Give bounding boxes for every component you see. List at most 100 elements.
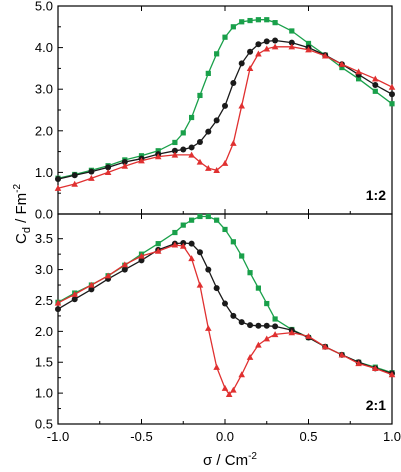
- data-point-square: [180, 222, 186, 228]
- data-point-triangle: [104, 169, 112, 176]
- data-point-square: [264, 17, 270, 23]
- data-point-square: [214, 51, 220, 57]
- data-point-circle: [138, 257, 145, 264]
- data-point-triangle: [196, 158, 204, 165]
- data-point-circle: [255, 41, 262, 48]
- data-point-triangle: [196, 281, 204, 288]
- data-point-triangle: [305, 46, 312, 53]
- data-point-circle: [188, 240, 195, 247]
- y-tick-label: 0.0: [35, 207, 53, 222]
- data-point-circle: [71, 296, 78, 303]
- panel-label: 1:2: [366, 187, 386, 203]
- data-point-triangle: [225, 391, 233, 397]
- data-point-triangle: [205, 324, 212, 331]
- data-point-circle: [205, 266, 212, 273]
- plot-frame: [57, 213, 393, 425]
- data-point-triangle: [213, 167, 220, 173]
- y-tick-label: 3.5: [35, 231, 53, 246]
- data-point-triangle: [138, 157, 145, 164]
- data-point-triangle: [54, 299, 62, 306]
- series-line: [57, 215, 393, 374]
- data-point-triangle: [213, 363, 220, 370]
- data-point-square: [356, 76, 362, 82]
- data-point-circle: [230, 79, 237, 86]
- data-point-triangle: [271, 331, 279, 338]
- data-point-circle: [88, 286, 95, 293]
- x-tick-label: 0.5: [299, 429, 317, 444]
- data-point-square: [255, 285, 261, 291]
- data-point-circle: [263, 38, 270, 45]
- data-point-triangle: [179, 242, 187, 249]
- data-point-triangle: [355, 68, 362, 75]
- data-point-circle: [288, 39, 295, 46]
- data-point-triangle: [271, 43, 279, 50]
- panel-label: 2:1: [366, 397, 386, 413]
- y-tick-label: 0.5: [35, 417, 53, 432]
- data-point-square: [214, 217, 220, 223]
- data-point-square: [272, 316, 278, 322]
- data-point-circle: [105, 164, 112, 171]
- y-tick-label: 1.0: [35, 386, 53, 401]
- data-point-square: [339, 64, 345, 71]
- y-tick-label: 4.0: [35, 40, 53, 55]
- data-point-triangle: [238, 371, 245, 378]
- data-point-square: [222, 34, 228, 40]
- data-point-triangle: [388, 83, 396, 90]
- data-point-triangle: [171, 241, 179, 248]
- y-tick-label: 2.0: [35, 123, 53, 138]
- data-point-circle: [372, 82, 379, 89]
- data-point-triangle: [154, 153, 162, 160]
- data-point-square: [247, 17, 253, 24]
- data-point-triangle: [255, 341, 262, 348]
- data-point-circle: [171, 147, 178, 154]
- data-point-square: [239, 253, 245, 259]
- data-point-triangle: [121, 261, 129, 268]
- data-point-triangle: [221, 384, 229, 391]
- data-point-circle: [205, 128, 212, 135]
- data-point-square: [255, 17, 261, 23]
- data-point-triangle: [221, 159, 229, 166]
- data-point-square: [197, 92, 203, 99]
- panel-top: 0.0 1.0 2.0 3.0 4.0 5.0 1:2: [35, 0, 396, 222]
- data-point-circle: [255, 322, 262, 329]
- data-point-triangle: [121, 162, 129, 169]
- series-line: [57, 19, 393, 179]
- data-point-square: [372, 88, 378, 94]
- data-point-triangle: [255, 50, 262, 57]
- data-point-triangle: [188, 255, 195, 262]
- data-point-triangle: [263, 45, 271, 52]
- data-point-triangle: [338, 60, 346, 67]
- series-line: [57, 46, 393, 189]
- data-point-square: [189, 114, 195, 121]
- data-point-triangle: [246, 65, 254, 72]
- data-point-circle: [213, 117, 220, 124]
- data-point-triangle: [388, 371, 396, 378]
- data-point-square: [264, 300, 270, 307]
- data-point-circle: [238, 60, 245, 67]
- data-point-square: [389, 101, 395, 107]
- y-tick-label: 5.0: [35, 0, 53, 14]
- data-point-triangle: [321, 343, 329, 350]
- data-point-triangle: [88, 174, 95, 181]
- data-point-circle: [196, 249, 203, 256]
- data-point-square: [205, 213, 211, 220]
- data-point-triangle: [230, 139, 237, 146]
- data-point-triangle: [263, 335, 271, 342]
- data-point-circle: [247, 48, 254, 55]
- data-point-circle: [389, 91, 395, 98]
- data-point-square: [172, 139, 178, 146]
- data-point-square: [230, 239, 236, 245]
- data-point-square: [172, 229, 178, 236]
- data-point-triangle: [138, 252, 145, 259]
- data-point-square: [155, 241, 161, 247]
- data-point-circle: [222, 102, 228, 109]
- data-point-triangle: [305, 332, 312, 339]
- data-point-circle: [213, 285, 220, 292]
- data-point-circle: [272, 37, 279, 44]
- data-point-triangle: [71, 180, 78, 187]
- data-point-square: [247, 270, 253, 276]
- data-point-triangle: [71, 290, 78, 297]
- data-point-triangle: [230, 386, 237, 393]
- data-point-triangle: [288, 43, 296, 50]
